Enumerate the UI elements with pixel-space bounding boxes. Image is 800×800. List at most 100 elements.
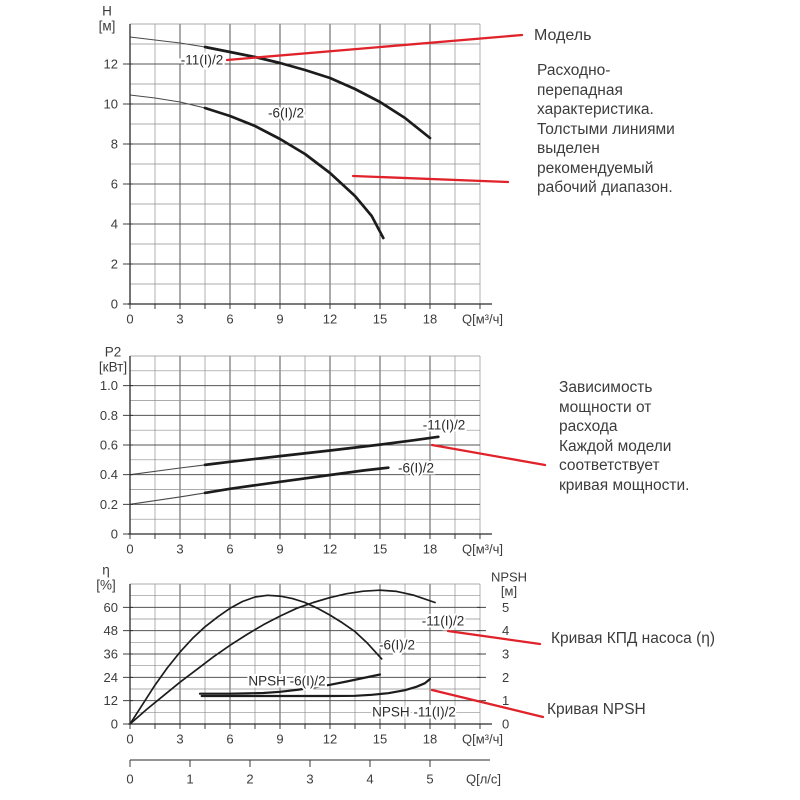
curve-label--6(I)/2: -6(I)/2	[398, 461, 434, 476]
y-tick-label: 36	[104, 647, 118, 662]
curve--6(I)/2	[129, 594, 383, 725]
x-tick-label: 18	[423, 542, 437, 557]
y-tick-label: 0	[111, 717, 118, 732]
x2-axis-title: Q[л/с]	[466, 772, 501, 787]
x-tick-label: 0	[126, 312, 133, 327]
flow-head-pointer-line	[351, 174, 510, 184]
x-axis-title: Q[м³/ч]	[462, 312, 503, 327]
y2-tick-label: 1	[502, 693, 509, 708]
power-labels: 0 3 6 9 12 15 18 Q[м³/ч] 0 0.2 0.4 0.6 0.8 1.0 P2[кВт]…	[99, 345, 503, 557]
x-tick-label: 12	[323, 312, 337, 327]
x-tick-label: 6	[226, 312, 233, 327]
y-tick-label: 6	[111, 177, 118, 192]
model-pointer-line	[225, 33, 524, 62]
x-tick-label: 3	[176, 542, 183, 557]
x-tick-label: 3	[176, 312, 183, 327]
y2-axis-title: NPSH	[491, 570, 527, 585]
curve-thick--11(I)/2	[203, 435, 440, 467]
y-tick-label: 0.2	[100, 497, 118, 512]
power-pointer-line	[430, 443, 547, 467]
curve-label--6(I)/2: -6(I)/2	[379, 638, 415, 653]
y2-tick-label: 4	[502, 623, 509, 638]
y-tick-label: 2	[111, 257, 118, 272]
y-tick-label: 0.6	[100, 438, 118, 453]
y2-tick-label: 0	[502, 717, 509, 732]
curve-NPSH -6(I)/2	[198, 673, 382, 695]
y-tick-label: 0	[111, 527, 118, 542]
power-series	[129, 435, 440, 505]
curve-thick--6(I)/2	[203, 106, 385, 240]
head-labels: 0 3 6 9 12 15 18 Q[м³/ч] 0 2 4 6 8 10 12 H[м] -11(I)/2 -6…	[99, 4, 503, 327]
x-tick-label: 9	[276, 312, 283, 327]
x-tick-label: 12	[323, 732, 337, 747]
y2-tick-label: 5	[502, 600, 509, 615]
y-tick-label: 12	[104, 693, 118, 708]
curve-label-NPSH -11(I)/2: NPSH -11(I)/2	[372, 705, 456, 720]
power-grid	[129, 355, 481, 535]
annotation-efficiency-curve: Кривая КПД насоса (η)	[551, 630, 716, 647]
x-axis-title: Q[м³/ч]	[462, 542, 503, 557]
y-axis-title: H	[102, 4, 112, 19]
y-tick-label: 10	[104, 97, 118, 112]
y-tick-label: 0.4	[100, 467, 118, 482]
curve-thick--11(I)/2	[203, 45, 432, 140]
curve-label--11(I)/2: -11(I)/2	[423, 418, 466, 433]
curve-label--11(I)/2: -11(I)/2	[181, 53, 224, 68]
y-axis-title: P2	[105, 345, 122, 360]
x-tick-label: 0	[126, 732, 133, 747]
y-tick-label: 0.8	[100, 408, 118, 423]
curve--11(I)/2	[129, 589, 436, 725]
power-chart: 0 3 6 9 12 15 18 Q[м³/ч] 0 0.2 0.4 0.6 0.8 1.0 P2[кВт]…	[99, 345, 503, 557]
x-tick-label: 15	[373, 542, 387, 557]
x-tick-label: 15	[373, 732, 387, 747]
y-tick-label: 24	[104, 670, 118, 685]
efficiency-pointer-line	[446, 629, 542, 646]
y-tick-label: 12	[104, 57, 118, 72]
y-tick-label: 4	[111, 217, 118, 232]
curve-label--6(I)/2: -6(I)/2	[268, 106, 304, 121]
annotation-npsh-curve: Кривая NPSH	[547, 701, 646, 718]
x-tick-label: 9	[276, 542, 283, 557]
x-tick-label: 6	[226, 542, 233, 557]
annotation-power-curves: Зависимость мощности от расхода Каждой м…	[559, 379, 690, 494]
curve-label-NPSH -6(I)/2: NPSH -6(I)/2	[248, 674, 325, 689]
x2-tick-label: 1	[186, 772, 193, 787]
x-tick-label: 9	[276, 732, 283, 747]
y-tick-label: 60	[104, 600, 118, 615]
y2-axis-unit: [м]	[501, 584, 517, 599]
y-tick-label: 48	[104, 623, 118, 638]
eff-npsh-chart: 0 3 6 9 12 15 18 Q[м³/ч]01224364860η[%]012345NP…	[96, 563, 527, 787]
y-axis-unit: [м]	[99, 19, 116, 34]
y2-tick-label: 2	[502, 670, 509, 685]
x-tick-label: 18	[423, 732, 437, 747]
x-tick-label: 18	[423, 312, 437, 327]
head-series	[129, 36, 432, 240]
x-tick-label: 6	[226, 732, 233, 747]
head-grid	[129, 23, 481, 305]
npsh-pointer-line	[430, 688, 545, 719]
y-tick-label: 8	[111, 137, 118, 152]
x2-tick-label: 0	[126, 772, 133, 787]
x-tick-label: 3	[176, 732, 183, 747]
annotation-flow-head-characteristic: Расходно- перепадная характеристика. Тол…	[537, 62, 675, 196]
curve-NPSH -11(I)/2	[200, 677, 432, 698]
x-tick-label: 15	[373, 312, 387, 327]
head-chart: 0 3 6 9 12 15 18 Q[м³/ч] 0 2 4 6 8 10 12 H[м] -11(I)/2 -6…	[99, 4, 503, 327]
y-tick-label: 1.0	[100, 378, 118, 393]
x-tick-label: 12	[323, 542, 337, 557]
y-axis-unit: [%]	[96, 578, 116, 593]
y2-tick-label: 3	[502, 647, 509, 662]
y-axis-unit: [кВт]	[99, 360, 127, 375]
y-axis-title: η	[102, 563, 110, 578]
curve-thick--6(I)/2	[203, 466, 390, 495]
x2-tick-label: 2	[246, 772, 253, 787]
annotation-model: Модель	[534, 27, 592, 44]
y-tick-label: 0	[111, 297, 118, 312]
x2-tick-label: 3	[306, 772, 313, 787]
x-axis-title: Q[м³/ч]	[462, 732, 503, 747]
eff-npsh-series	[129, 589, 436, 725]
eff-npsh-labels: 0 3 6 9 12 15 18 Q[м³/ч]01224364860η[%]012345NP…	[96, 563, 527, 787]
curve-thin--6(I)/2	[129, 94, 384, 239]
